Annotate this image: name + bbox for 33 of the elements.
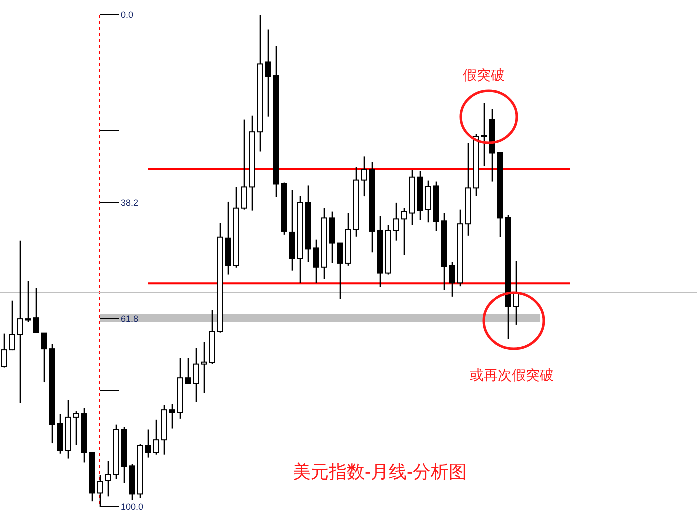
candlestick (314, 239, 320, 284)
candlestick (154, 419, 160, 456)
candlestick (106, 460, 112, 498)
candlestick (394, 202, 400, 242)
candlestick (426, 180, 432, 224)
candlestick (514, 260, 520, 326)
candlestick (194, 347, 200, 403)
candlestick (10, 300, 16, 352)
annotation: 假突破 (463, 67, 505, 83)
candlestick (402, 208, 408, 256)
candlestick (18, 240, 24, 404)
annotation: 38.2 (121, 198, 139, 208)
candlestick (362, 156, 368, 198)
candlestick (74, 410, 80, 446)
annotation: 61.8 (121, 314, 139, 324)
candlestick (146, 429, 152, 458)
candlestick (98, 474, 104, 508)
candlestick (186, 358, 192, 386)
candlestick (450, 262, 456, 298)
annotation: 0.0 (121, 10, 134, 20)
candlestick (34, 287, 40, 334)
candlestick (338, 242, 344, 300)
annotation: 美元指数-月线-分析图 (293, 462, 467, 482)
candlestick (266, 29, 272, 118)
candlestick (482, 102, 488, 167)
annotation: 100.0 (121, 502, 144, 512)
candlestick (170, 404, 176, 430)
annotation: 或再次假突破 (470, 367, 554, 383)
candlestick (202, 342, 208, 394)
candlestick (42, 332, 48, 384)
candlestick (2, 333, 8, 368)
candlestick (26, 280, 32, 324)
candlestick (242, 119, 248, 210)
